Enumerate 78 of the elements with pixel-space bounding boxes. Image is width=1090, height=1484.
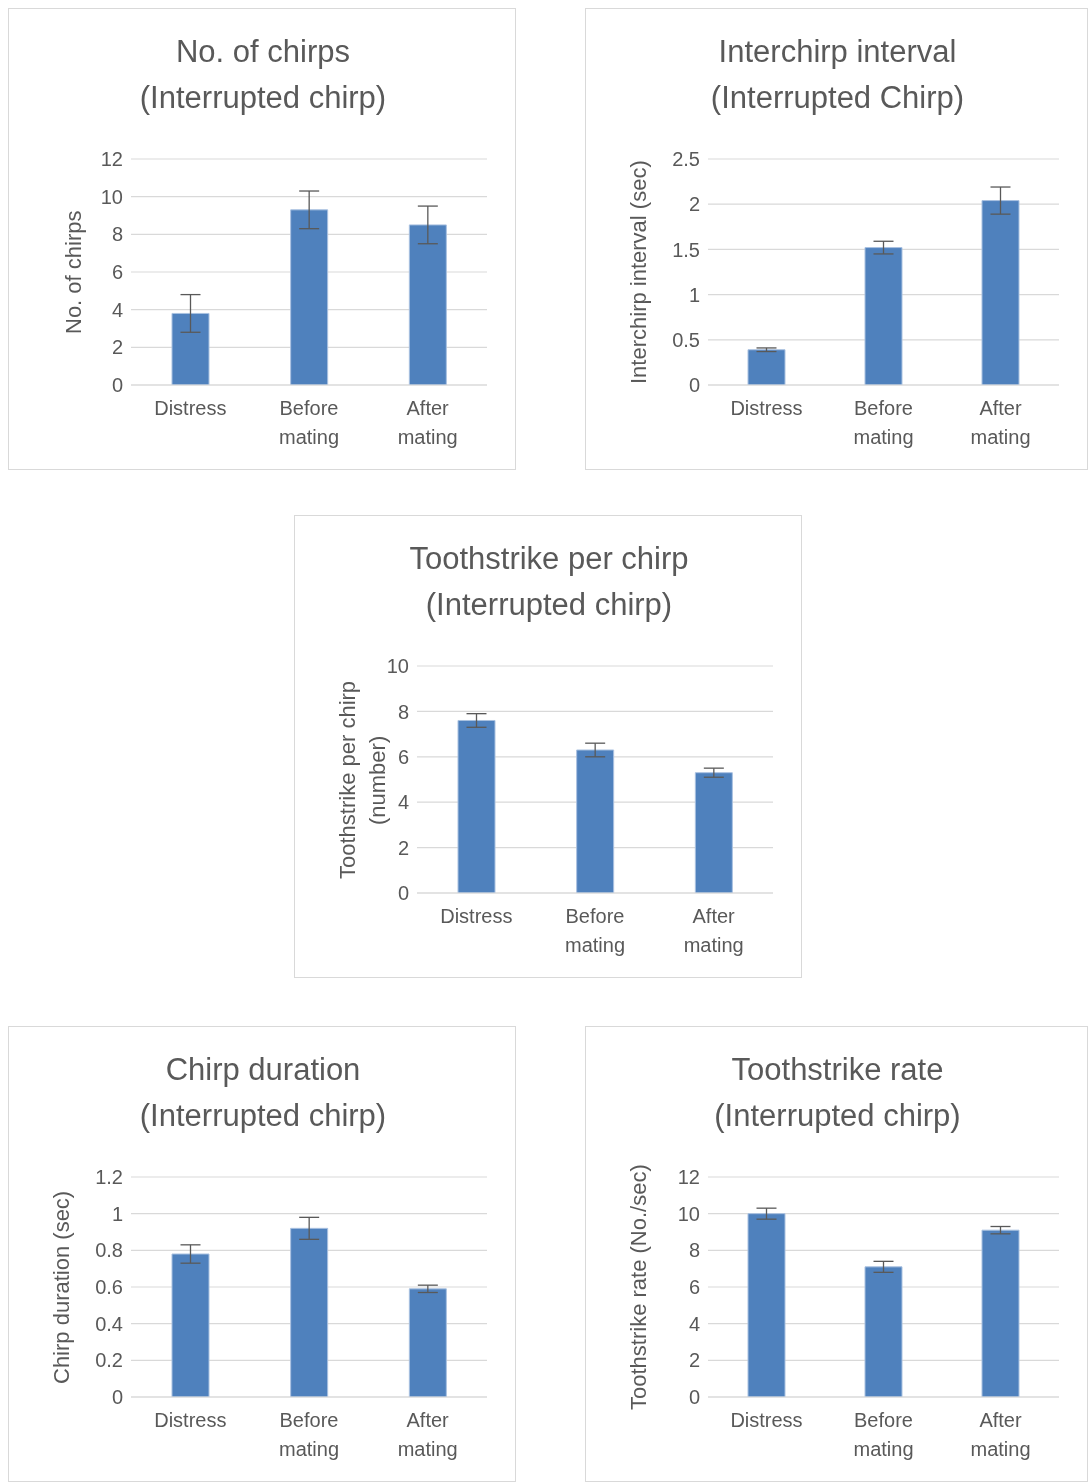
x-tick-label: Before mating: [853, 1409, 914, 1460]
x-tick-label: Distress: [730, 397, 803, 419]
y-tick-label: 0: [688, 374, 700, 397]
x-tick-label: Before mating: [278, 1409, 340, 1460]
y-tick-label: 2: [397, 836, 409, 859]
y-tick-label: 0.8: [95, 1239, 123, 1262]
chart-subtitle: (Interrupted chirp): [424, 586, 674, 624]
bar: [981, 200, 1020, 385]
y-tick-label: 0: [111, 374, 123, 397]
y-tick-label: 6: [397, 745, 409, 768]
bar: [408, 224, 447, 385]
y-tick-label: 0.6: [95, 1276, 123, 1299]
y-tick-label: 2: [111, 336, 123, 359]
y-tick-label: 10: [677, 1202, 700, 1225]
x-tick-label: Distress: [154, 397, 227, 419]
bar: [864, 247, 903, 385]
y-tick-label: 10: [100, 185, 123, 208]
bar: [408, 1288, 447, 1397]
x-tick-label: Before mating: [278, 397, 340, 448]
y-tick-label: 12: [677, 1166, 700, 1189]
x-tick-label: Before mating: [564, 905, 626, 956]
y-tick-label: 2.5: [672, 148, 700, 171]
x-tick-label: After mating: [970, 1409, 1031, 1460]
y-tick-label: 4: [688, 1312, 700, 1335]
chart-title: No. of chirps: [175, 33, 351, 71]
bar: [747, 349, 786, 385]
x-tick-label: Distress: [154, 1409, 227, 1431]
bar: [171, 1253, 210, 1397]
bar: [864, 1266, 903, 1397]
y-tick-label: 8: [111, 223, 123, 246]
y-tick-label: 4: [111, 298, 123, 321]
y-tick-label: 0.5: [672, 328, 700, 351]
y-tick-label: 6: [111, 261, 123, 284]
bar: [694, 772, 733, 893]
y-tick-label: 0: [397, 882, 409, 905]
chart-title: Interchirp interval: [717, 33, 958, 71]
x-tick-label: After mating: [397, 397, 458, 448]
y-tick-label: 8: [688, 1239, 700, 1262]
y-tick-label: 0.2: [95, 1349, 123, 1372]
chart-subtitle: (Interrupted chirp): [138, 1097, 388, 1135]
y-tick-label: 1: [111, 1202, 123, 1225]
chart-subtitle: (Interrupted chirp): [138, 79, 388, 117]
bar: [576, 749, 615, 893]
bar: [290, 209, 329, 385]
y-tick-label: 6: [688, 1276, 700, 1299]
y-axis-title: Toothstrike per chirp (number): [335, 680, 390, 879]
chart-title: Toothstrike per chirp: [408, 540, 690, 578]
bar: [171, 312, 210, 385]
x-tick-label: Before mating: [853, 397, 914, 448]
chart-title: Toothstrike rate: [730, 1051, 945, 1089]
x-tick-label: After mating: [397, 1409, 458, 1460]
bar: [747, 1213, 786, 1397]
y-tick-label: 0: [111, 1386, 123, 1409]
bar: [981, 1229, 1020, 1397]
y-axis-title: Interchirp interval (sec): [625, 159, 652, 386]
bar: [290, 1227, 329, 1397]
bar: [457, 719, 496, 893]
y-tick-label: 1.2: [95, 1166, 123, 1189]
chart-subtitle: (Interrupted Chirp): [709, 79, 966, 117]
chart-title: Chirp duration: [164, 1051, 362, 1089]
y-tick-label: 8: [397, 700, 409, 723]
y-tick-label: 12: [100, 148, 123, 171]
y-tick-label: 10: [386, 655, 409, 678]
y-tick-label: 0.4: [95, 1312, 123, 1335]
y-tick-label: 2: [688, 193, 700, 216]
y-tick-label: 1: [688, 283, 700, 306]
x-tick-label: Distress: [440, 905, 513, 927]
chart-subtitle: (Interrupted chirp): [713, 1097, 962, 1135]
x-tick-label: After mating: [683, 905, 744, 956]
x-tick-label: After mating: [970, 397, 1031, 448]
y-axis-title: No. of chirps: [60, 209, 87, 336]
y-axis-title: Chirp duration (sec): [48, 1189, 75, 1386]
y-tick-label: 0: [688, 1386, 700, 1409]
x-tick-label: Distress: [730, 1409, 803, 1431]
y-tick-label: 2: [688, 1349, 700, 1372]
y-tick-label: 1.5: [672, 238, 700, 261]
y-tick-label: 4: [397, 791, 409, 814]
y-axis-title: Toothstrike rate (No./sec): [625, 1163, 652, 1412]
